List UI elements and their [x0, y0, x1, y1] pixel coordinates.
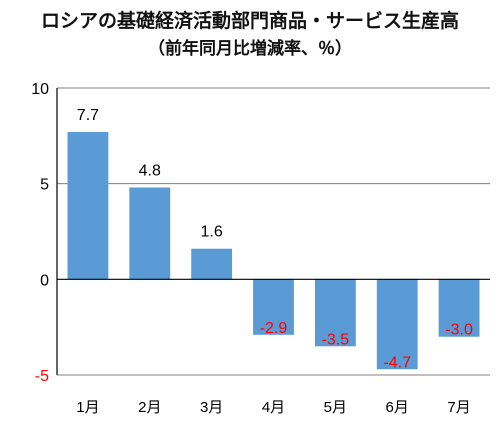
chart-title: ロシアの基礎経済活動部門商品・サービス生産高	[40, 10, 459, 32]
y-tick-label: 5	[40, 177, 49, 194]
chart-subtitle: （前年同月比増減率、％）	[148, 39, 352, 59]
bar	[253, 279, 294, 335]
bar	[191, 248, 233, 280]
data-label: -3.5	[322, 331, 350, 348]
y-tick-label: 0	[40, 272, 49, 289]
x-tick-label: 4月	[262, 399, 285, 416]
data-label: 1.6	[201, 224, 223, 241]
data-label: -4.7	[383, 354, 411, 371]
data-label: 7.7	[77, 107, 99, 124]
bar	[376, 279, 418, 370]
y-tick-label: -5	[35, 368, 49, 385]
y-tick-label: 10	[31, 81, 49, 98]
data-label: 4.8	[139, 162, 161, 179]
bar	[314, 279, 356, 347]
data-label: -3.0	[445, 322, 473, 339]
bar	[67, 132, 109, 280]
x-tick-label: 2月	[138, 399, 161, 416]
data-label: -2.9	[260, 320, 288, 337]
x-tick-label: 5月	[324, 399, 347, 416]
x-tick-label: 1月	[76, 399, 99, 416]
x-tick-label: 3月	[200, 399, 223, 416]
x-tick-label: 6月	[386, 399, 409, 416]
bar	[129, 187, 171, 280]
bar	[438, 279, 480, 337]
x-tick-label: 7月	[447, 399, 470, 416]
